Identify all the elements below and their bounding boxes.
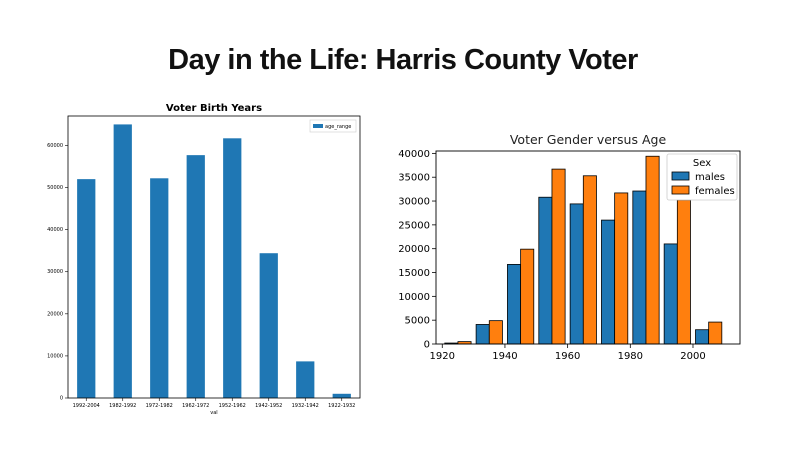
y-tick-label: 15000 (398, 268, 430, 279)
y-tick-label: 35000 (398, 173, 430, 184)
bar-females-1995 (676, 199, 691, 345)
voter-birth-years-chart: Voter Birth Years 0 10000 20000 30000 40000 50… (47, 103, 361, 416)
bar-1972-1982 (150, 178, 169, 398)
x-tick-label: 1952-1962 (219, 403, 246, 409)
x-tick-label: 1972-1982 (146, 403, 173, 409)
y-tick-label: 40000 (398, 149, 430, 160)
x-tick-label: 1940 (492, 351, 517, 362)
legend: Sex males females (666, 153, 738, 201)
bar-males-1985 (632, 190, 647, 345)
legend: age_range (309, 119, 357, 133)
x-tick-label: 1960 (555, 351, 580, 362)
bar-females-2005 (708, 321, 723, 345)
bar-males-1975 (601, 219, 616, 345)
y-tick-label: 0 (60, 396, 63, 402)
plot-frame (435, 150, 741, 345)
bar-1932-1942 (296, 361, 315, 398)
x-tick-label: 1932-1942 (292, 403, 319, 409)
y-tick-label: 30000 (47, 269, 63, 275)
bar-males-2005 (695, 329, 710, 345)
bar-males-1945 (507, 264, 522, 345)
legend-swatch-females (671, 185, 690, 195)
chart-title: Voter Gender versus Age (510, 132, 667, 147)
chart-title: Voter Birth Years (166, 103, 262, 114)
plot-frame (67, 115, 361, 399)
bar-females-1965 (582, 175, 597, 345)
legend-swatch-males (671, 171, 690, 181)
x-tick-label: 1992-2004 (73, 403, 100, 409)
x-tick-label: 1982-1992 (109, 403, 136, 409)
bar-females-1975 (614, 192, 629, 345)
bar-1992-2004 (77, 179, 96, 398)
legend-label-males: males (695, 172, 725, 183)
legend-title: Sex (693, 158, 711, 169)
bar-1942-1952 (259, 253, 278, 398)
y-tick-label: 30000 (398, 197, 430, 208)
y-tick-label: 20000 (398, 244, 430, 255)
y-tick-label: 25000 (398, 220, 430, 231)
y-tick-label: 50000 (47, 185, 63, 191)
bar-1982-1992 (113, 124, 132, 398)
legend-label-females: females (695, 186, 735, 197)
bar-1962-1972 (186, 155, 205, 398)
bar-males-1995 (663, 243, 678, 345)
y-tick-label: 60000 (47, 143, 63, 149)
bar-females-1945 (520, 248, 535, 345)
bar-males-1965 (569, 203, 584, 345)
y-tick-label: 20000 (47, 311, 63, 317)
y-tick-label: 10000 (47, 353, 63, 359)
x-tick-label: 2000 (680, 351, 705, 362)
y-tick-label: 10000 (398, 292, 430, 303)
legend-box (309, 119, 357, 133)
x-tick-label: 1920 (430, 351, 455, 362)
x-tick-label: 1962-1972 (182, 403, 209, 409)
x-tick-label: 1922-1932 (328, 403, 355, 409)
bar-females-1955 (551, 168, 566, 345)
bar-females-1985 (645, 155, 660, 345)
page-title: Day in the Life: Harris County Voter (168, 44, 638, 76)
bar-1952-1962 (223, 138, 242, 398)
legend-label-age-range: age_range (325, 124, 351, 130)
x-axis-label: val (210, 410, 217, 416)
bar-females-1935 (488, 320, 503, 345)
y-tick-label: 40000 (47, 227, 63, 233)
bar-males-1935 (475, 324, 490, 345)
x-tick-label: 1942-1952 (255, 403, 282, 409)
voter-gender-age-chart: Voter Gender versus Age 0 5000 10000 15000 20… (398, 132, 741, 362)
y-tick-label: 0 (424, 340, 430, 351)
bar-males-1955 (538, 196, 553, 345)
bar-1922-1932 (332, 393, 351, 398)
y-tick-label: 5000 (405, 316, 430, 327)
legend-swatch-age-range (313, 124, 323, 128)
x-tick-label: 1980 (618, 351, 643, 362)
